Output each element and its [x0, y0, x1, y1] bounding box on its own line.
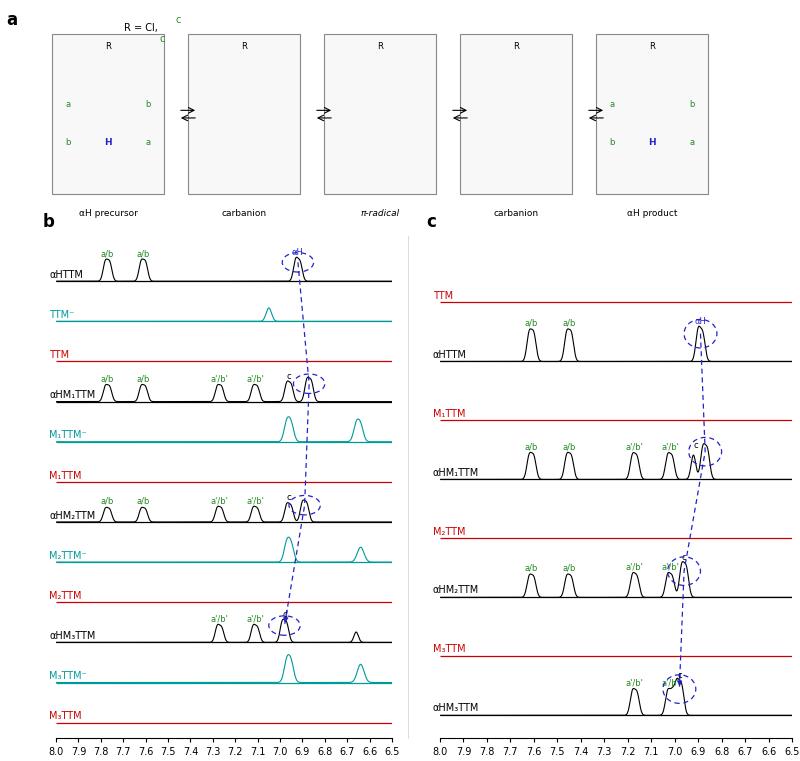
- Text: a/b: a/b: [562, 564, 576, 572]
- Text: a: a: [610, 100, 614, 109]
- Text: c: c: [286, 371, 291, 380]
- Text: c: c: [677, 671, 682, 680]
- Text: a'/b': a'/b': [210, 374, 229, 384]
- Text: a'/b': a'/b': [626, 443, 644, 452]
- Text: a/b: a/b: [101, 497, 114, 506]
- FancyBboxPatch shape: [596, 34, 708, 194]
- Text: αHTTM: αHTTM: [50, 270, 83, 280]
- Text: αHM₃TTM: αHM₃TTM: [50, 631, 96, 641]
- Text: R: R: [513, 43, 519, 52]
- FancyBboxPatch shape: [324, 34, 436, 194]
- Text: a'/b': a'/b': [246, 497, 264, 506]
- Text: a/b: a/b: [137, 374, 150, 384]
- Text: c: c: [682, 553, 686, 562]
- Text: a: a: [6, 11, 18, 30]
- Text: b: b: [42, 213, 54, 231]
- Text: αHM₃TTM: αHM₃TTM: [433, 703, 479, 714]
- Text: a'/b': a'/b': [626, 679, 644, 688]
- Text: TTM: TTM: [50, 350, 70, 360]
- Text: a'/b': a'/b': [210, 614, 229, 623]
- Text: R = Cl,: R = Cl,: [124, 23, 158, 33]
- Text: a'/b': a'/b': [246, 614, 264, 623]
- Text: M₁TTM⁻: M₁TTM⁻: [50, 431, 87, 441]
- Text: R: R: [377, 43, 383, 52]
- Text: M₂TTM: M₂TTM: [50, 591, 82, 601]
- Text: R: R: [649, 43, 655, 52]
- Text: R: R: [241, 43, 247, 52]
- Text: a: a: [146, 138, 150, 147]
- Text: M₂TTM⁻: M₂TTM⁻: [50, 551, 87, 561]
- Text: M₃TTM: M₃TTM: [433, 645, 466, 654]
- Text: a'/b': a'/b': [626, 562, 644, 571]
- Text: a'/b': a'/b': [661, 443, 679, 452]
- Text: a'/b': a'/b': [661, 679, 679, 688]
- Text: a/b: a/b: [101, 374, 114, 384]
- Text: H: H: [104, 138, 112, 147]
- Text: M₃TTM⁻: M₃TTM⁻: [50, 671, 87, 681]
- FancyBboxPatch shape: [188, 34, 300, 194]
- Text: a/b: a/b: [562, 319, 576, 327]
- Text: a: a: [66, 100, 70, 109]
- Text: TTM⁻: TTM⁻: [50, 310, 74, 320]
- Text: carbanion: carbanion: [222, 209, 266, 218]
- Text: a: a: [690, 138, 694, 147]
- Text: αHTTM: αHTTM: [433, 349, 467, 359]
- Text: b: b: [146, 100, 150, 109]
- FancyBboxPatch shape: [52, 34, 164, 194]
- Text: αHM₂TTM: αHM₂TTM: [433, 585, 479, 595]
- Text: π-radical: π-radical: [361, 209, 399, 218]
- Text: αH precursor: αH precursor: [78, 209, 138, 218]
- Text: a'/b': a'/b': [246, 374, 264, 384]
- Text: αHM₁TTM: αHM₁TTM: [433, 467, 479, 478]
- Text: H: H: [648, 138, 656, 147]
- Text: TTM: TTM: [433, 291, 453, 301]
- Text: c: c: [176, 15, 182, 25]
- Text: αHM₁TTM: αHM₁TTM: [50, 390, 95, 400]
- Text: a/b: a/b: [525, 319, 538, 327]
- Text: b: b: [610, 138, 614, 147]
- Text: M₁TTM: M₁TTM: [433, 409, 466, 419]
- Text: a/b: a/b: [525, 564, 538, 572]
- Text: b: b: [66, 138, 70, 147]
- Text: c: c: [426, 213, 436, 231]
- Text: αH product: αH product: [626, 209, 678, 218]
- Text: αH: αH: [694, 317, 706, 326]
- Text: a'/b': a'/b': [210, 497, 229, 506]
- Text: a'/b': a'/b': [661, 562, 679, 571]
- Text: c: c: [286, 493, 291, 502]
- Text: M₂TTM: M₂TTM: [433, 527, 466, 537]
- Text: a/b: a/b: [137, 249, 150, 258]
- Text: carbanion: carbanion: [494, 209, 538, 218]
- FancyBboxPatch shape: [460, 34, 572, 194]
- Text: M₁TTM: M₁TTM: [50, 470, 82, 480]
- Text: a/b: a/b: [562, 443, 576, 452]
- Text: c: c: [160, 34, 166, 44]
- Text: b: b: [690, 100, 694, 109]
- Text: c: c: [282, 610, 286, 619]
- Text: c: c: [694, 441, 698, 450]
- Text: a/b: a/b: [101, 249, 114, 258]
- Text: a/b: a/b: [137, 497, 150, 506]
- Text: R: R: [105, 43, 111, 52]
- Text: αHM₂TTM: αHM₂TTM: [50, 511, 95, 521]
- Text: a/b: a/b: [525, 443, 538, 452]
- Text: M₃TTM: M₃TTM: [50, 712, 82, 721]
- Text: αH: αH: [292, 248, 304, 257]
